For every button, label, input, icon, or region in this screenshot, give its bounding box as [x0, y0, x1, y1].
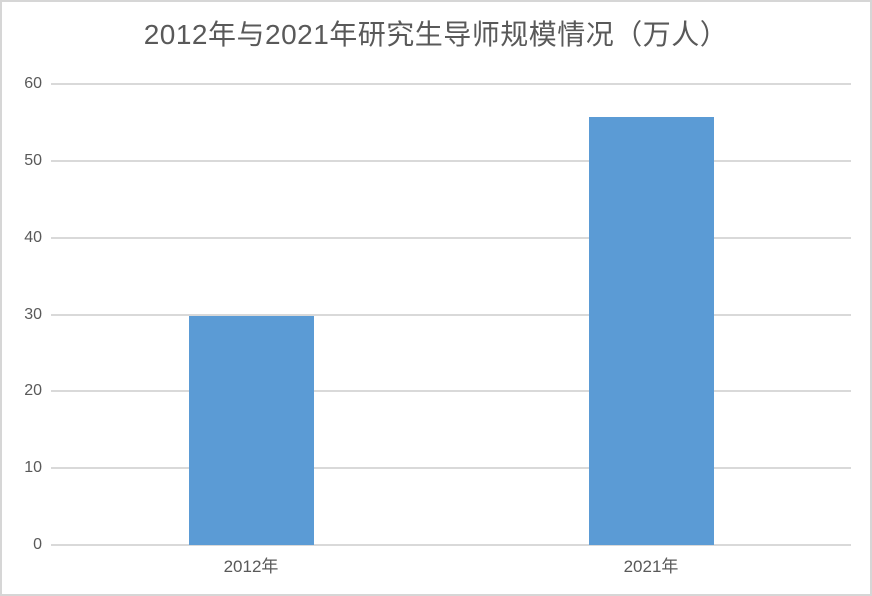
- gridline-30: [51, 313, 851, 316]
- y-tick-label-50: 50: [24, 151, 42, 169]
- gridline-20: [51, 390, 851, 393]
- y-tick-label-30: 30: [24, 305, 42, 323]
- y-tick-label-60: 60: [24, 75, 42, 92]
- bar-2012年: [188, 316, 314, 545]
- y-tick-label-0: 0: [33, 536, 42, 553]
- gridline-10: [51, 467, 851, 470]
- bar-2021年: [588, 117, 714, 545]
- x-category-label-2021年: 2021年: [623, 557, 679, 576]
- plot-area: [51, 83, 851, 546]
- gridline-0: [51, 544, 851, 546]
- gridline-40: [51, 236, 851, 239]
- y-tick-label-10: 10: [24, 459, 42, 477]
- y-tick-label-20: 20: [24, 382, 42, 400]
- gridline-60: [51, 83, 851, 85]
- gridline-50: [51, 159, 851, 162]
- x-category-label-2012年: 2012年: [223, 557, 279, 576]
- chart-title: 2012年与2021年研究生导师规模情况（万人）: [143, 19, 729, 50]
- y-tick-label-40: 40: [24, 228, 42, 246]
